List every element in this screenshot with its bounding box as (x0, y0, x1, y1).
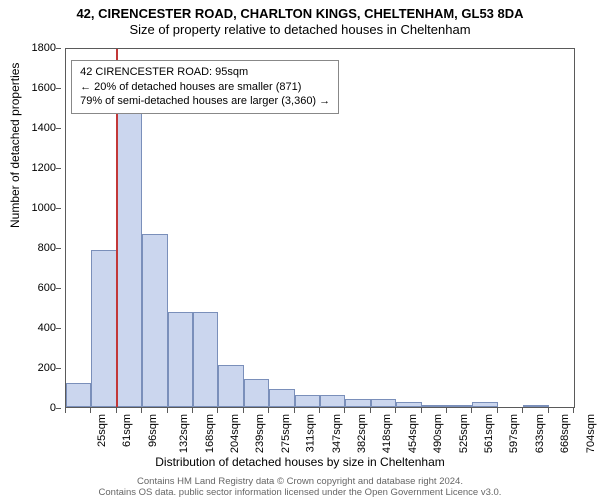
x-tick-mark (370, 408, 371, 413)
footer-line1: Contains HM Land Registry data © Crown c… (0, 477, 600, 487)
x-tick-label: 561sqm (483, 414, 495, 453)
histogram-bar (371, 399, 396, 407)
y-tick-mark (56, 208, 61, 209)
x-axis-label: Distribution of detached houses by size … (0, 455, 600, 469)
y-tick-label: 1800 (32, 42, 56, 54)
footer-line2: Contains OS data. public sector informat… (0, 488, 600, 498)
x-tick-mark (90, 408, 91, 413)
y-tick-label: 1400 (32, 122, 56, 134)
x-tick-mark (573, 408, 574, 413)
x-tick-label: 25sqm (96, 414, 108, 447)
x-tick-label: 311sqm (305, 414, 317, 452)
chart-title-block: 42, CIRENCESTER ROAD, CHARLTON KINGS, CH… (0, 0, 600, 39)
x-tick-label: 168sqm (204, 414, 216, 453)
histogram-bar (193, 312, 218, 407)
y-tick-label: 600 (38, 282, 56, 294)
histogram-bar (269, 389, 294, 407)
x-tick-label: 454sqm (407, 414, 419, 453)
histogram-bar (447, 405, 472, 407)
y-tick-mark (56, 408, 61, 409)
x-tick-label: 668sqm (559, 414, 571, 453)
histogram-plot-area: 42 CIRENCESTER ROAD: 95sqm ← 20% of deta… (65, 48, 575, 408)
y-tick-mark (56, 288, 61, 289)
footer-attribution: Contains HM Land Registry data © Crown c… (0, 477, 600, 498)
y-tick-mark (56, 88, 61, 89)
histogram-bar (472, 402, 497, 407)
x-tick-mark (344, 408, 345, 413)
y-tick-mark (56, 248, 61, 249)
histogram-bar (422, 405, 447, 407)
y-tick-label: 1200 (32, 162, 56, 174)
histogram-bar (523, 405, 548, 407)
x-tick-mark (268, 408, 269, 413)
histogram-bar (244, 379, 269, 407)
histogram-bar (66, 383, 91, 407)
y-tick-mark (56, 48, 61, 49)
histogram-bar (117, 113, 142, 407)
y-tick-label: 1000 (32, 202, 56, 214)
x-tick-label: 633sqm (534, 414, 546, 453)
histogram-bar (320, 395, 345, 407)
x-tick-label: 704sqm (585, 414, 597, 453)
x-tick-label: 382sqm (356, 414, 368, 453)
x-tick-label: 418sqm (382, 414, 394, 453)
y-tick-label: 800 (38, 242, 56, 254)
histogram-bar (295, 395, 320, 407)
x-tick-label: 275sqm (280, 414, 292, 453)
title-line2: Size of property relative to detached ho… (0, 22, 600, 38)
x-tick-mark (217, 408, 218, 413)
x-tick-label: 239sqm (255, 414, 267, 453)
property-info-box: 42 CIRENCESTER ROAD: 95sqm ← 20% of deta… (71, 60, 339, 115)
histogram-bar (91, 250, 116, 407)
y-axis-ticks: 020040060080010001200140016001800 (0, 48, 60, 408)
x-tick-label: 96sqm (147, 414, 159, 447)
x-tick-label: 597sqm (509, 414, 521, 453)
y-tick-mark (56, 328, 61, 329)
info-box-line1: 42 CIRENCESTER ROAD: 95sqm (80, 65, 330, 80)
x-tick-mark (471, 408, 472, 413)
y-tick-mark (56, 368, 61, 369)
x-tick-label: 490sqm (432, 414, 444, 453)
x-tick-mark (192, 408, 193, 413)
x-tick-mark (522, 408, 523, 413)
x-tick-mark (421, 408, 422, 413)
info-box-line2: ← 20% of detached houses are smaller (87… (80, 80, 330, 95)
x-tick-mark (294, 408, 295, 413)
x-tick-label: 204sqm (229, 414, 241, 453)
x-tick-mark (548, 408, 549, 413)
histogram-bar (345, 399, 370, 407)
x-tick-mark (116, 408, 117, 413)
y-tick-mark (56, 128, 61, 129)
histogram-bar (396, 402, 421, 407)
x-tick-mark (167, 408, 168, 413)
info-box-line3: 79% of semi-detached houses are larger (… (80, 94, 330, 109)
x-tick-mark (446, 408, 447, 413)
x-tick-label: 61sqm (121, 414, 133, 447)
y-tick-mark (56, 168, 61, 169)
x-tick-mark (65, 408, 66, 413)
x-tick-mark (395, 408, 396, 413)
y-tick-label: 1600 (32, 82, 56, 94)
x-tick-label: 132sqm (178, 414, 190, 453)
histogram-bar (218, 365, 243, 407)
x-tick-mark (141, 408, 142, 413)
x-tick-mark (243, 408, 244, 413)
y-tick-label: 200 (38, 362, 56, 374)
x-tick-label: 525sqm (458, 414, 470, 453)
x-tick-mark (497, 408, 498, 413)
histogram-bar (142, 234, 167, 407)
x-tick-label: 347sqm (331, 414, 343, 453)
y-tick-label: 400 (38, 322, 56, 334)
histogram-bar (168, 312, 193, 407)
x-tick-mark (319, 408, 320, 413)
title-line1: 42, CIRENCESTER ROAD, CHARLTON KINGS, CH… (0, 6, 600, 22)
